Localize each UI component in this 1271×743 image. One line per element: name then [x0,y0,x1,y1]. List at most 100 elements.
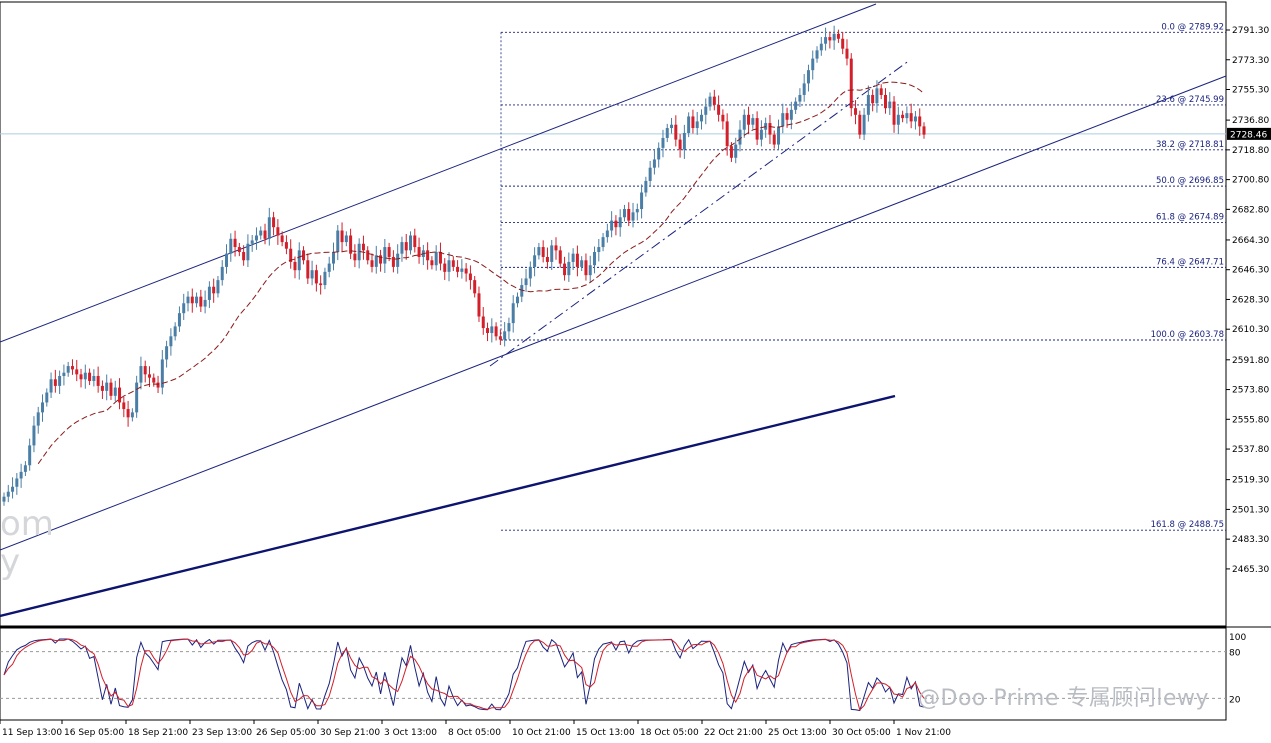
candle-body [473,280,477,294]
price-tick-label: 2700.80 [1232,176,1269,186]
candle-body [160,359,164,388]
candle-body [195,296,199,304]
channel-upper-line [0,3,877,343]
candle-body [849,58,853,109]
short-trendline [489,59,911,367]
candle-body [866,94,870,115]
candle-body [242,252,246,261]
candle-body [122,402,126,410]
candle-body [802,83,806,95]
price-tick-label: 2718.80 [1232,146,1269,156]
candle-body [490,326,494,334]
candle-body [648,167,652,181]
candle-body [207,286,211,300]
candle-body [447,260,451,272]
candle-body [494,326,498,337]
candle-body [597,247,601,253]
candle-body [811,58,815,71]
time-tick-label: 18 Oct 05:00 [640,728,699,738]
time-tick-label: 11 Sep 13:00 [2,728,62,738]
candle-body [88,372,92,381]
candle-body [635,209,639,213]
candle-body [225,253,229,267]
candle-body [66,366,70,373]
oscillator-pane-frame [0,627,1227,721]
price-tick-label: 2519.30 [1232,476,1269,486]
candle-body [177,313,181,327]
candle-body [302,250,306,261]
price-tick-label: 2773.30 [1232,56,1269,66]
candle-body [331,252,335,264]
fib-level-label: 76.4 @ 2647.71 [1156,257,1224,267]
time-tick-label: 15 Oct 13:00 [576,728,635,738]
candle-body [665,128,669,138]
candle-body [143,366,147,375]
current-price-label: 2728.46 [1230,130,1267,140]
candle-body [819,43,823,51]
candle-body [875,88,879,104]
time-tick-label: 16 Sep 05:00 [64,728,124,738]
candle-body [806,70,810,84]
candle-body [832,33,836,41]
candle-body [691,116,695,129]
candle-body [507,323,511,332]
candle-body [652,159,656,168]
candle-body [41,402,45,413]
candle-body [336,230,340,253]
candle-body [23,465,27,472]
candle-body [593,252,597,266]
candle-body [237,247,241,253]
price-tick-label: 2646.30 [1232,266,1269,276]
candle-body [267,217,271,239]
candle-body [2,496,6,502]
candle-body [113,387,117,396]
candle-body [883,94,887,109]
candle-body [670,124,674,129]
long-term-trendline [0,394,896,618]
candle-body [537,247,541,256]
candle-body [109,382,113,396]
candle-body [430,260,434,266]
fib-level-label: 100.0 @ 2603.78 [1151,330,1224,340]
candle-body [888,101,892,109]
price-tick-label: 2791.30 [1232,26,1269,36]
candle-body [721,114,725,122]
price-tick-label: 2736.80 [1232,116,1269,126]
candle-body [370,260,374,267]
candle-body [614,220,618,228]
candle-body [272,217,276,228]
candle-body [396,253,400,267]
candle-body [695,121,699,129]
time-tick-label: 3 Oct 13:00 [384,728,437,738]
candle-body [135,382,139,413]
candle-body [554,245,558,251]
candle-body [644,180,648,193]
candle-body [794,101,798,110]
time-tick-label: 26 Sep 05:00 [256,728,316,738]
candle-body [6,491,10,497]
candle-body [456,266,460,272]
candle-body [28,445,32,466]
price-tick-label: 2664.30 [1232,236,1269,246]
candle-body [340,230,344,243]
candle-body [297,250,301,271]
candle-body [169,336,173,347]
candle-body [657,147,661,160]
candle-body [45,392,49,403]
candle-body [896,114,900,125]
price-tick-label: 2682.80 [1232,205,1269,215]
candle-body [824,37,828,44]
candle-body [725,121,729,147]
candle-body [438,252,442,264]
candle-body [413,235,417,248]
time-tick-label: 22 Oct 21:00 [704,728,763,738]
candle-body [618,217,622,228]
candle-body [75,369,79,375]
candle-body [789,109,793,120]
candle-body [627,209,631,221]
candle-body [254,235,258,241]
candle-body [36,412,40,426]
candle-body [828,37,832,41]
candle-body [918,116,922,127]
